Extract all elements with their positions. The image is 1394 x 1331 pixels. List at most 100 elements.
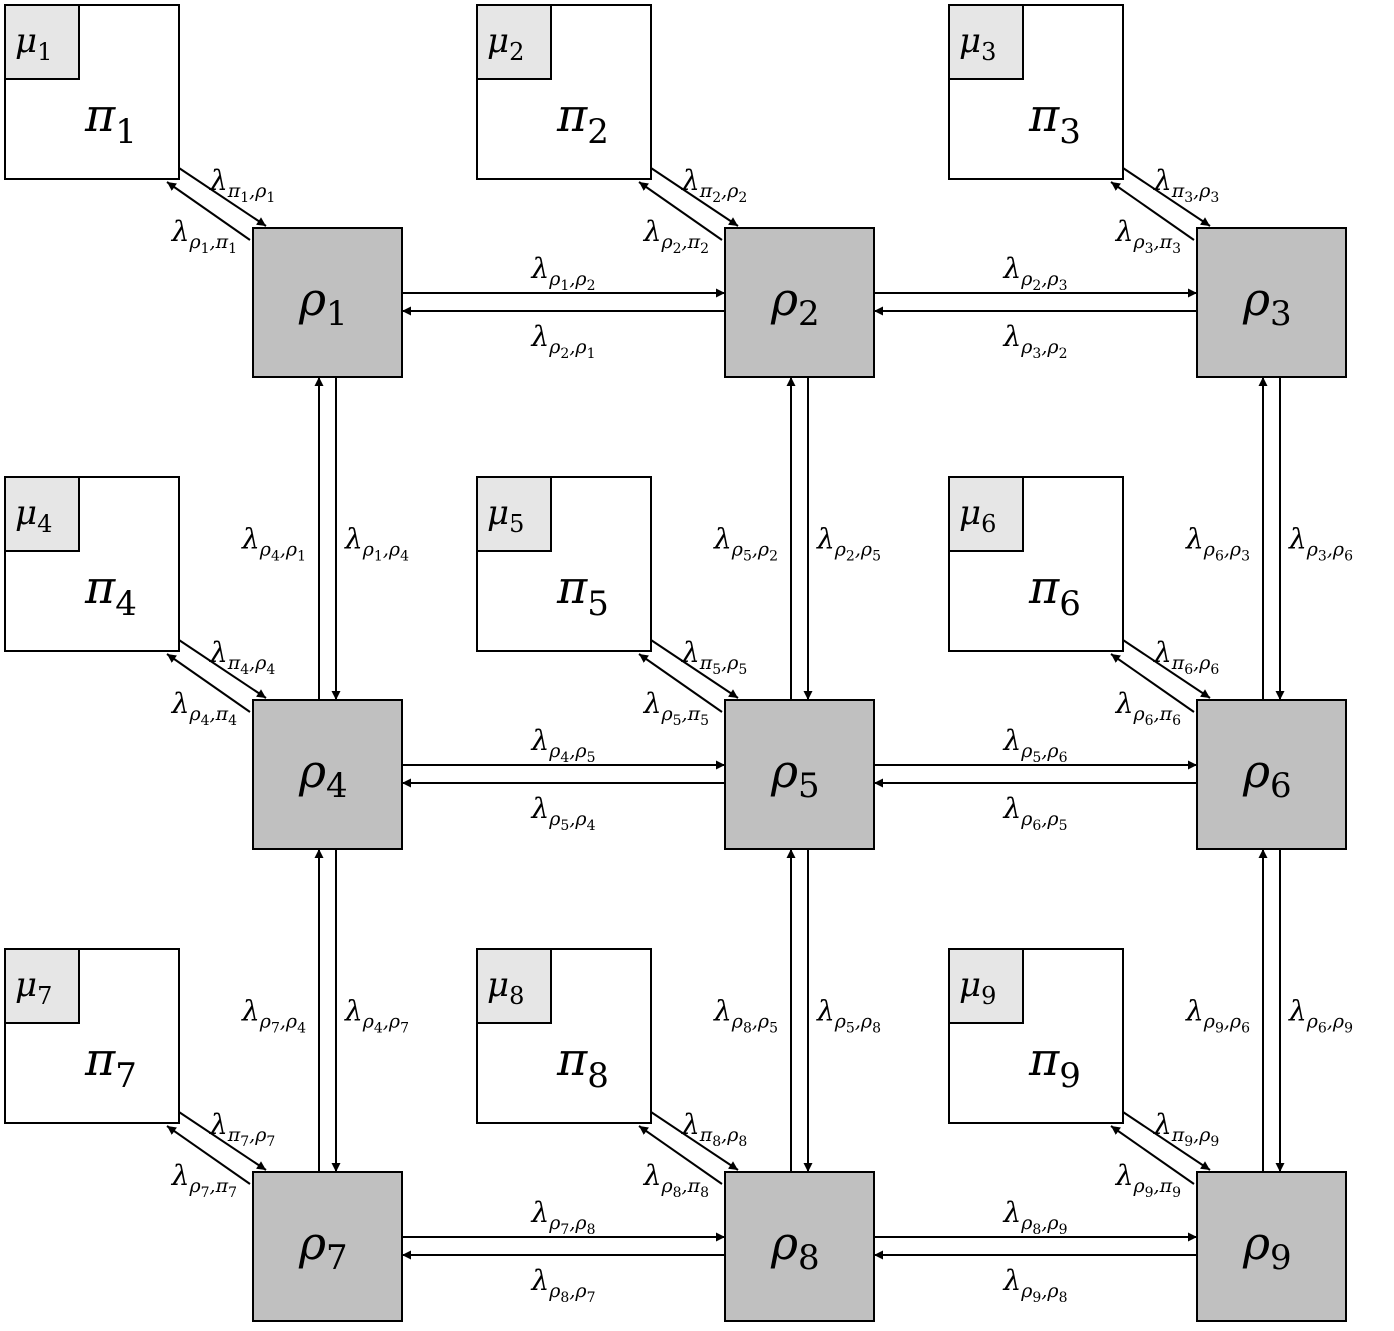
label-lambda-rho9-rho8: λρ9,ρ8 xyxy=(1003,1264,1068,1306)
label-lambda-rho8-rho5: λρ8,ρ5 xyxy=(713,995,778,1037)
mu-label-9: μ9 xyxy=(959,965,996,1010)
router-box xyxy=(724,227,875,378)
mu-label-7: μ7 xyxy=(15,965,52,1010)
edge-pi9-rho9 xyxy=(1122,1111,1211,1171)
server-node-pi3: μ3 π3 xyxy=(948,4,1124,180)
server-node-pi8: μ8 π8 xyxy=(476,948,652,1124)
pi-label-6: π6 xyxy=(1028,560,1081,624)
mu-label-6: μ6 xyxy=(959,493,996,538)
edge-rho1-pi1 xyxy=(166,181,251,241)
label-lambda-rho9-rho6: λρ9,ρ6 xyxy=(1185,995,1250,1037)
label-lambda-rho6-rho3: λρ6,ρ3 xyxy=(1185,523,1250,565)
server-node-pi6: μ6 π6 xyxy=(948,476,1124,652)
server-node-pi7: μ7 π7 xyxy=(4,948,180,1124)
edges-layer xyxy=(166,167,1285,1260)
router-box xyxy=(1196,227,1347,378)
pi-label-3: π3 xyxy=(1028,88,1081,152)
label-lambda-rho4-rho7: λρ4,ρ7 xyxy=(344,995,409,1037)
label-lambda-pi8-rho8: λπ8,ρ8 xyxy=(681,1108,747,1150)
label-lambda-rho4-rho5: λρ4,ρ5 xyxy=(531,724,596,766)
label-lambda-rho3-rho6: λρ3,ρ6 xyxy=(1288,523,1353,565)
label-lambda-rho5-rho4: λρ5,ρ4 xyxy=(531,792,596,834)
label-lambda-rho5-rho8: λρ5,ρ8 xyxy=(816,995,881,1037)
label-lambda-rho9-pi9: λρ9,π9 xyxy=(1115,1159,1181,1201)
edge-pi7-rho7 xyxy=(178,1111,267,1171)
pi-label-9: π9 xyxy=(1028,1032,1081,1096)
label-lambda-rho1-pi1: λρ1,π1 xyxy=(171,215,237,257)
pi-label-7: π7 xyxy=(84,1032,137,1096)
server-node-pi2: μ2 π2 xyxy=(476,4,652,180)
edge-rho4-pi4 xyxy=(166,653,251,713)
rho-label-2: ρ2 xyxy=(770,272,820,334)
label-lambda-rho2-rho3: λρ2,ρ3 xyxy=(1003,252,1068,294)
router-box xyxy=(252,699,403,850)
label-lambda-rho8-rho7: λρ8,ρ7 xyxy=(531,1264,596,1306)
mu-label-3: μ3 xyxy=(959,21,996,66)
rho-label-3: ρ3 xyxy=(1242,272,1292,334)
router-node-rho8: ρ8 xyxy=(724,1171,875,1322)
label-lambda-pi6-rho6: λπ6,ρ6 xyxy=(1153,636,1219,678)
label-lambda-rho6-rho9: λρ6,ρ9 xyxy=(1288,995,1353,1037)
server-node-pi4: μ4 π4 xyxy=(4,476,180,652)
edge-pi1-rho1 xyxy=(178,167,267,227)
rho-label-9: ρ9 xyxy=(1242,1216,1292,1278)
server-node-pi5: μ5 π5 xyxy=(476,476,652,652)
edge-rho2-pi2 xyxy=(638,181,723,241)
router-node-rho3: ρ3 xyxy=(1196,227,1347,378)
router-box xyxy=(1196,1171,1347,1322)
rho-label-8: ρ8 xyxy=(770,1216,820,1278)
edge-pi3-rho3 xyxy=(1122,167,1211,227)
label-lambda-rho6-rho5: λρ6,ρ5 xyxy=(1003,792,1068,834)
label-lambda-rho4-rho1: λρ4,ρ1 xyxy=(241,523,306,565)
label-lambda-rho5-rho2: λρ5,ρ2 xyxy=(713,523,778,565)
rho-label-5: ρ5 xyxy=(770,744,820,806)
label-lambda-rho2-rho5: λρ2,ρ5 xyxy=(816,523,881,565)
edge-rho3-pi3 xyxy=(1110,181,1195,241)
edge-pi5-rho5 xyxy=(650,639,739,699)
pi-label-2: π2 xyxy=(556,88,609,152)
rho-label-7: ρ7 xyxy=(298,1216,348,1278)
mu-label-1: μ1 xyxy=(15,21,52,66)
label-lambda-pi1-rho1: λπ1,ρ1 xyxy=(209,164,275,206)
rho-label-1: ρ1 xyxy=(298,272,348,334)
edge-pi6-rho6 xyxy=(1122,639,1211,699)
router-box xyxy=(252,227,403,378)
label-lambda-rho7-rho4: λρ7,ρ4 xyxy=(241,995,306,1037)
mu-tab-3 xyxy=(948,4,1024,80)
server-node-pi9: μ9 π9 xyxy=(948,948,1124,1124)
mu-tab-1 xyxy=(4,4,80,80)
label-lambda-rho1-rho2: λρ1,ρ2 xyxy=(531,252,596,294)
label-lambda-rho2-pi2: λρ2,π2 xyxy=(643,215,709,257)
edge-pi2-rho2 xyxy=(650,167,739,227)
label-lambda-rho4-pi4: λρ4,π4 xyxy=(171,687,237,729)
mu-tab-5 xyxy=(476,476,552,552)
mu-tab-7 xyxy=(4,948,80,1024)
router-node-rho2: ρ2 xyxy=(724,227,875,378)
router-box xyxy=(252,1171,403,1322)
mu-tab-9 xyxy=(948,948,1024,1024)
edge-rho7-pi7 xyxy=(166,1125,251,1185)
label-lambda-rho5-rho6: λρ5,ρ6 xyxy=(1003,724,1068,766)
router-box xyxy=(724,699,875,850)
label-lambda-pi3-rho3: λπ3,ρ3 xyxy=(1153,164,1219,206)
edge-pi4-rho4 xyxy=(178,639,267,699)
pi-label-8: π8 xyxy=(556,1032,609,1096)
label-lambda-rho3-rho2: λρ3,ρ2 xyxy=(1003,320,1068,362)
mu-tab-6 xyxy=(948,476,1024,552)
mu-label-2: μ2 xyxy=(487,21,524,66)
label-lambda-rho3-pi3: λρ3,π3 xyxy=(1115,215,1181,257)
labels-layer: λπ1,ρ1 λρ1,π1 λπ2,ρ2 λρ2,π2 λπ3,ρ3 λρ3,π3 λπ4,… xyxy=(171,164,1353,1306)
router-box xyxy=(1196,699,1347,850)
label-lambda-rho2-rho1: λρ2,ρ1 xyxy=(531,320,596,362)
label-lambda-rho7-rho8: λρ7,ρ8 xyxy=(531,1196,596,1238)
router-node-rho1: ρ1 xyxy=(252,227,403,378)
router-node-rho4: ρ4 xyxy=(252,699,403,850)
edge-pi8-rho8 xyxy=(650,1111,739,1171)
pi-label-4: π4 xyxy=(84,560,137,624)
edge-rho8-pi8 xyxy=(638,1125,723,1185)
label-lambda-rho5-pi5: λρ5,π5 xyxy=(643,687,709,729)
label-lambda-pi4-rho4: λπ4,ρ4 xyxy=(209,636,275,678)
pi-label-5: π5 xyxy=(556,560,609,624)
